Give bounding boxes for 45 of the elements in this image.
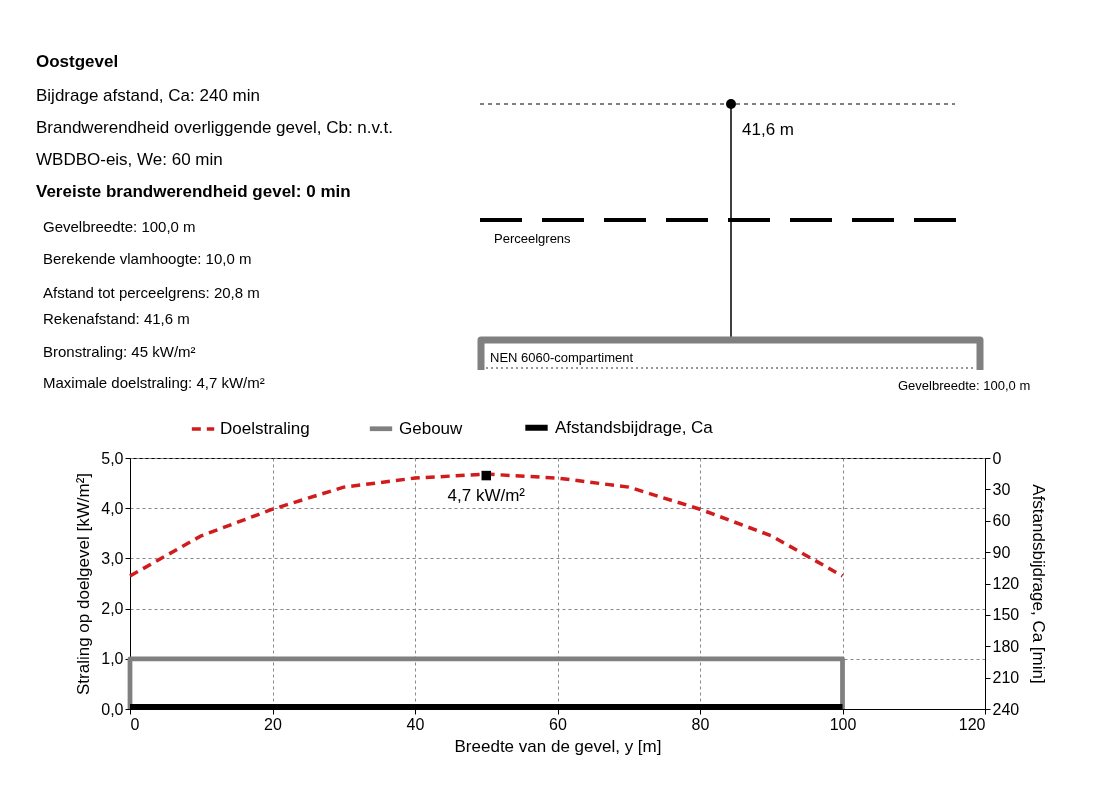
y-tick-label: 5,0 <box>101 449 124 467</box>
x-axis-title: Breedte van de gevel, y [m] <box>454 736 662 756</box>
x-tick-label: 20 <box>264 715 282 733</box>
x-tick-label: 40 <box>406 715 425 733</box>
y-tick-label: 2,0 <box>101 600 124 618</box>
y-axis-title: Straling op doelgevel [kW/m²] <box>74 472 94 696</box>
text: Berekende vlamhoogte: 10,0 m <box>43 250 252 267</box>
text: 41,6 m <box>742 120 794 140</box>
line-series <box>128 472 845 578</box>
chart-title: Oostgevel <box>36 52 119 72</box>
text: Gevelbreedte: 100,0 m <box>898 378 1031 393</box>
y2-tick-label: 240 <box>992 700 1020 718</box>
y-tick-label: 0,0 <box>101 700 124 718</box>
y2-tick-label: 60 <box>992 512 1011 530</box>
legend-label: Gebouw <box>399 418 464 438</box>
text: Vereiste brandwerendheid gevel: 0 min <box>36 182 351 202</box>
text: WBDBO-eis, We: 60 min <box>36 150 223 170</box>
x-tick-label: 80 <box>691 715 710 733</box>
text: Afstand tot perceelgrens: 20,8 m <box>43 284 260 301</box>
y-tick-label: 1,0 <box>101 650 124 668</box>
y2-tick-label: 150 <box>992 606 1020 624</box>
text: Bijdrage afstand, Ca: 240 min <box>36 86 260 106</box>
text: Brandwerendheid overliggende gevel, Cb: n.v.t. <box>36 118 393 138</box>
text: Gevelbreedte: 100,0 m <box>43 218 196 235</box>
legend-label: Doelstraling <box>220 419 310 438</box>
x-tick-label: 0 <box>130 715 140 733</box>
y2-axis-title: Afstandsbijdrage, Ca [min] <box>1029 484 1049 684</box>
y2-tick-label: 90 <box>992 543 1011 561</box>
text: NEN 6060-compartiment <box>490 350 634 365</box>
text: Rekenafstand: 41,6 m <box>43 310 190 327</box>
y2-tick-label: 30 <box>992 480 1011 498</box>
y2-tick-label: 180 <box>992 637 1020 655</box>
y2-tick-label: 0 <box>992 449 1002 467</box>
annotation: 4,7 kW/m² <box>447 485 526 505</box>
y2-tick-label: 120 <box>992 575 1020 592</box>
text: Perceelgrens <box>494 231 571 246</box>
x-tick-label: 60 <box>549 715 567 733</box>
text: Maximale doelstraling: 4,7 kW/m² <box>43 374 265 391</box>
legend-label: Afstandsbijdrage, Ca <box>555 417 714 437</box>
y-tick-label: 4,0 <box>101 499 124 517</box>
y2-tick-label: 210 <box>992 669 1020 687</box>
y-tick-label: 3,0 <box>101 549 124 567</box>
x-tick-label: 120 <box>958 715 986 733</box>
x-tick-label: 100 <box>829 715 857 733</box>
text: Bronstraling: 45 kW/m² <box>43 343 196 360</box>
